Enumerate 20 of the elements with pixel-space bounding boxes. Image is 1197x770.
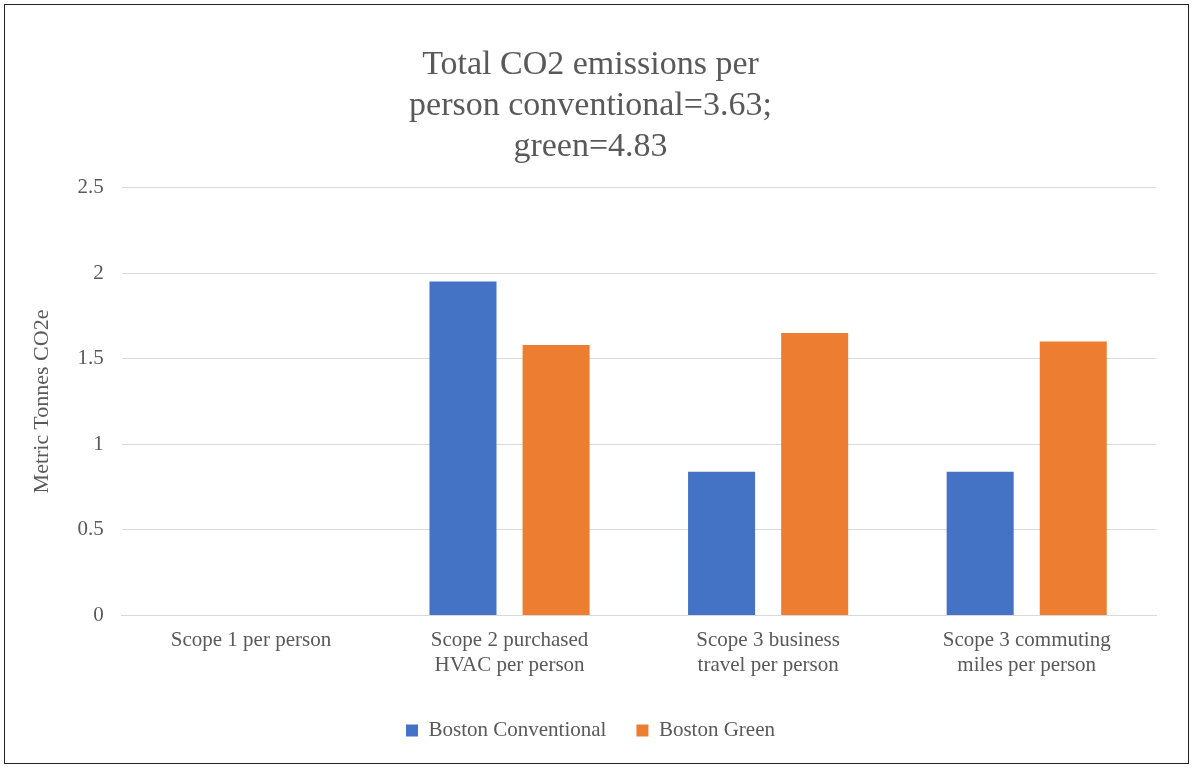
x-tick-label: Scope 2 purchased HVAC per person xyxy=(430,626,589,676)
bar xyxy=(781,332,849,616)
x-tick-label: Scope 3 commuting miles per person xyxy=(942,626,1112,676)
legend-label: Boston Green xyxy=(658,717,776,742)
bar xyxy=(688,471,756,616)
bar xyxy=(1039,341,1107,616)
x-tick-label: Scope 3 business travel per person xyxy=(696,626,840,676)
bar xyxy=(946,471,1014,616)
y-tick-label: 0.5 xyxy=(77,516,104,541)
bar xyxy=(522,344,590,616)
y-axis-title: Metric Tonnes CO2e xyxy=(27,309,53,494)
legend-label: Boston Conventional xyxy=(428,717,607,742)
x-tick-label: Scope 1 per person xyxy=(170,626,332,651)
y-tick-label: 2 xyxy=(93,259,104,284)
y-tick-label: 0 xyxy=(93,602,104,627)
y-tick-label: 1.5 xyxy=(77,345,104,370)
chart-title: Total CO2 emissions per person conventional=3.63; green=4.83 xyxy=(409,44,772,163)
bar xyxy=(429,281,497,616)
y-tick-label: 1 xyxy=(93,430,104,455)
y-tick-label: 2.5 xyxy=(77,173,104,198)
